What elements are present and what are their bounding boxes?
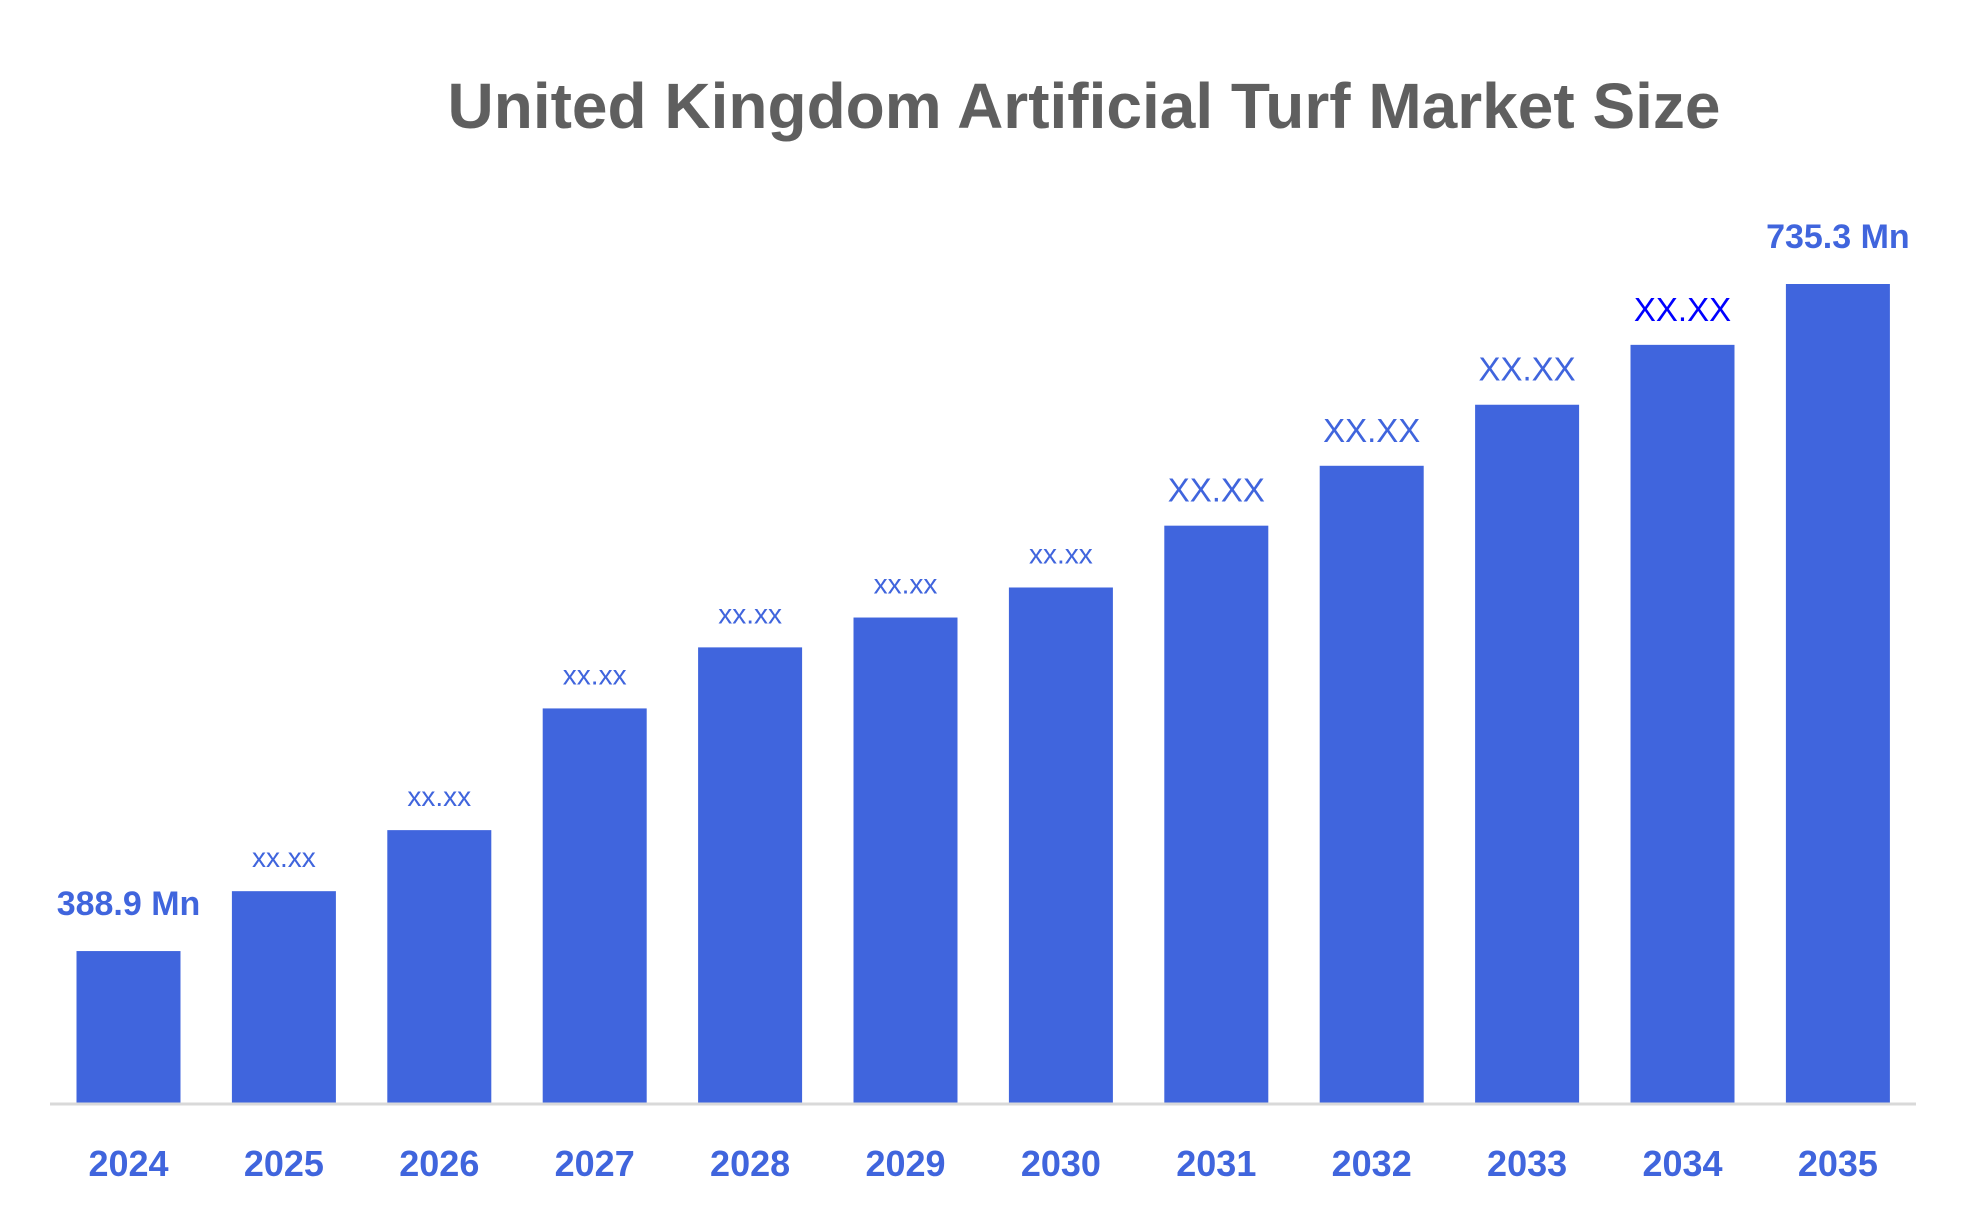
data-label-2029: xx.xx [874,569,938,600]
x-tick-2034: 2034 [1642,1143,1722,1184]
bar-2024 [76,951,181,1103]
data-label-2028: xx.xx [718,598,782,629]
x-tick-2024: 2024 [88,1143,168,1184]
bar-2029 [853,617,958,1103]
data-label-2030: xx.xx [1029,538,1093,569]
data-label-2024: 388.9 Mn [57,885,201,923]
data-label-2031: XX.XX [1168,472,1265,509]
x-tick-2032: 2032 [1332,1143,1412,1184]
data-label-2025: xx.xx [252,842,316,873]
x-tick-2026: 2026 [399,1143,479,1184]
x-tick-2028: 2028 [710,1143,790,1184]
x-tick-2027: 2027 [555,1143,635,1184]
x-tick-2031: 2031 [1176,1143,1256,1184]
x-tick-2030: 2030 [1021,1143,1101,1184]
data-label-2026: xx.xx [407,781,471,812]
bar-2030 [1008,587,1113,1103]
x-tick-labels: 2024 2025 2026 2027 2028 2029 2030 2031 2032 2033… [88,1143,1877,1184]
bar-2025 [231,891,336,1103]
bar-2034 [1630,344,1735,1103]
data-label-2034: XX.XX [1634,291,1731,328]
data-label-2027: xx.xx [563,659,627,690]
chart-title: United Kingdom Artificial Turf Market Si… [448,70,1721,142]
bar-2026 [387,830,492,1103]
bar-2032 [1319,465,1424,1104]
bar-2033 [1475,404,1580,1104]
x-tick-2025: 2025 [244,1143,324,1184]
bars [76,284,1890,1104]
x-tick-2035: 2035 [1798,1143,1878,1184]
data-label-2033: XX.XX [1478,351,1575,388]
x-tick-2033: 2033 [1487,1143,1567,1184]
data-label-2035: 735.3 Mn [1766,218,1910,256]
x-tick-2029: 2029 [865,1143,945,1184]
data-label-2032: XX.XX [1323,412,1420,449]
bar-2027 [542,708,647,1103]
data-labels: 388.9 Mn xx.xx xx.xx xx.xx xx.xx xx.xx xx.xx XX… [57,218,1910,923]
bar-2035 [1785,284,1890,1103]
bar-2028 [698,647,803,1103]
bar-2031 [1164,525,1269,1103]
